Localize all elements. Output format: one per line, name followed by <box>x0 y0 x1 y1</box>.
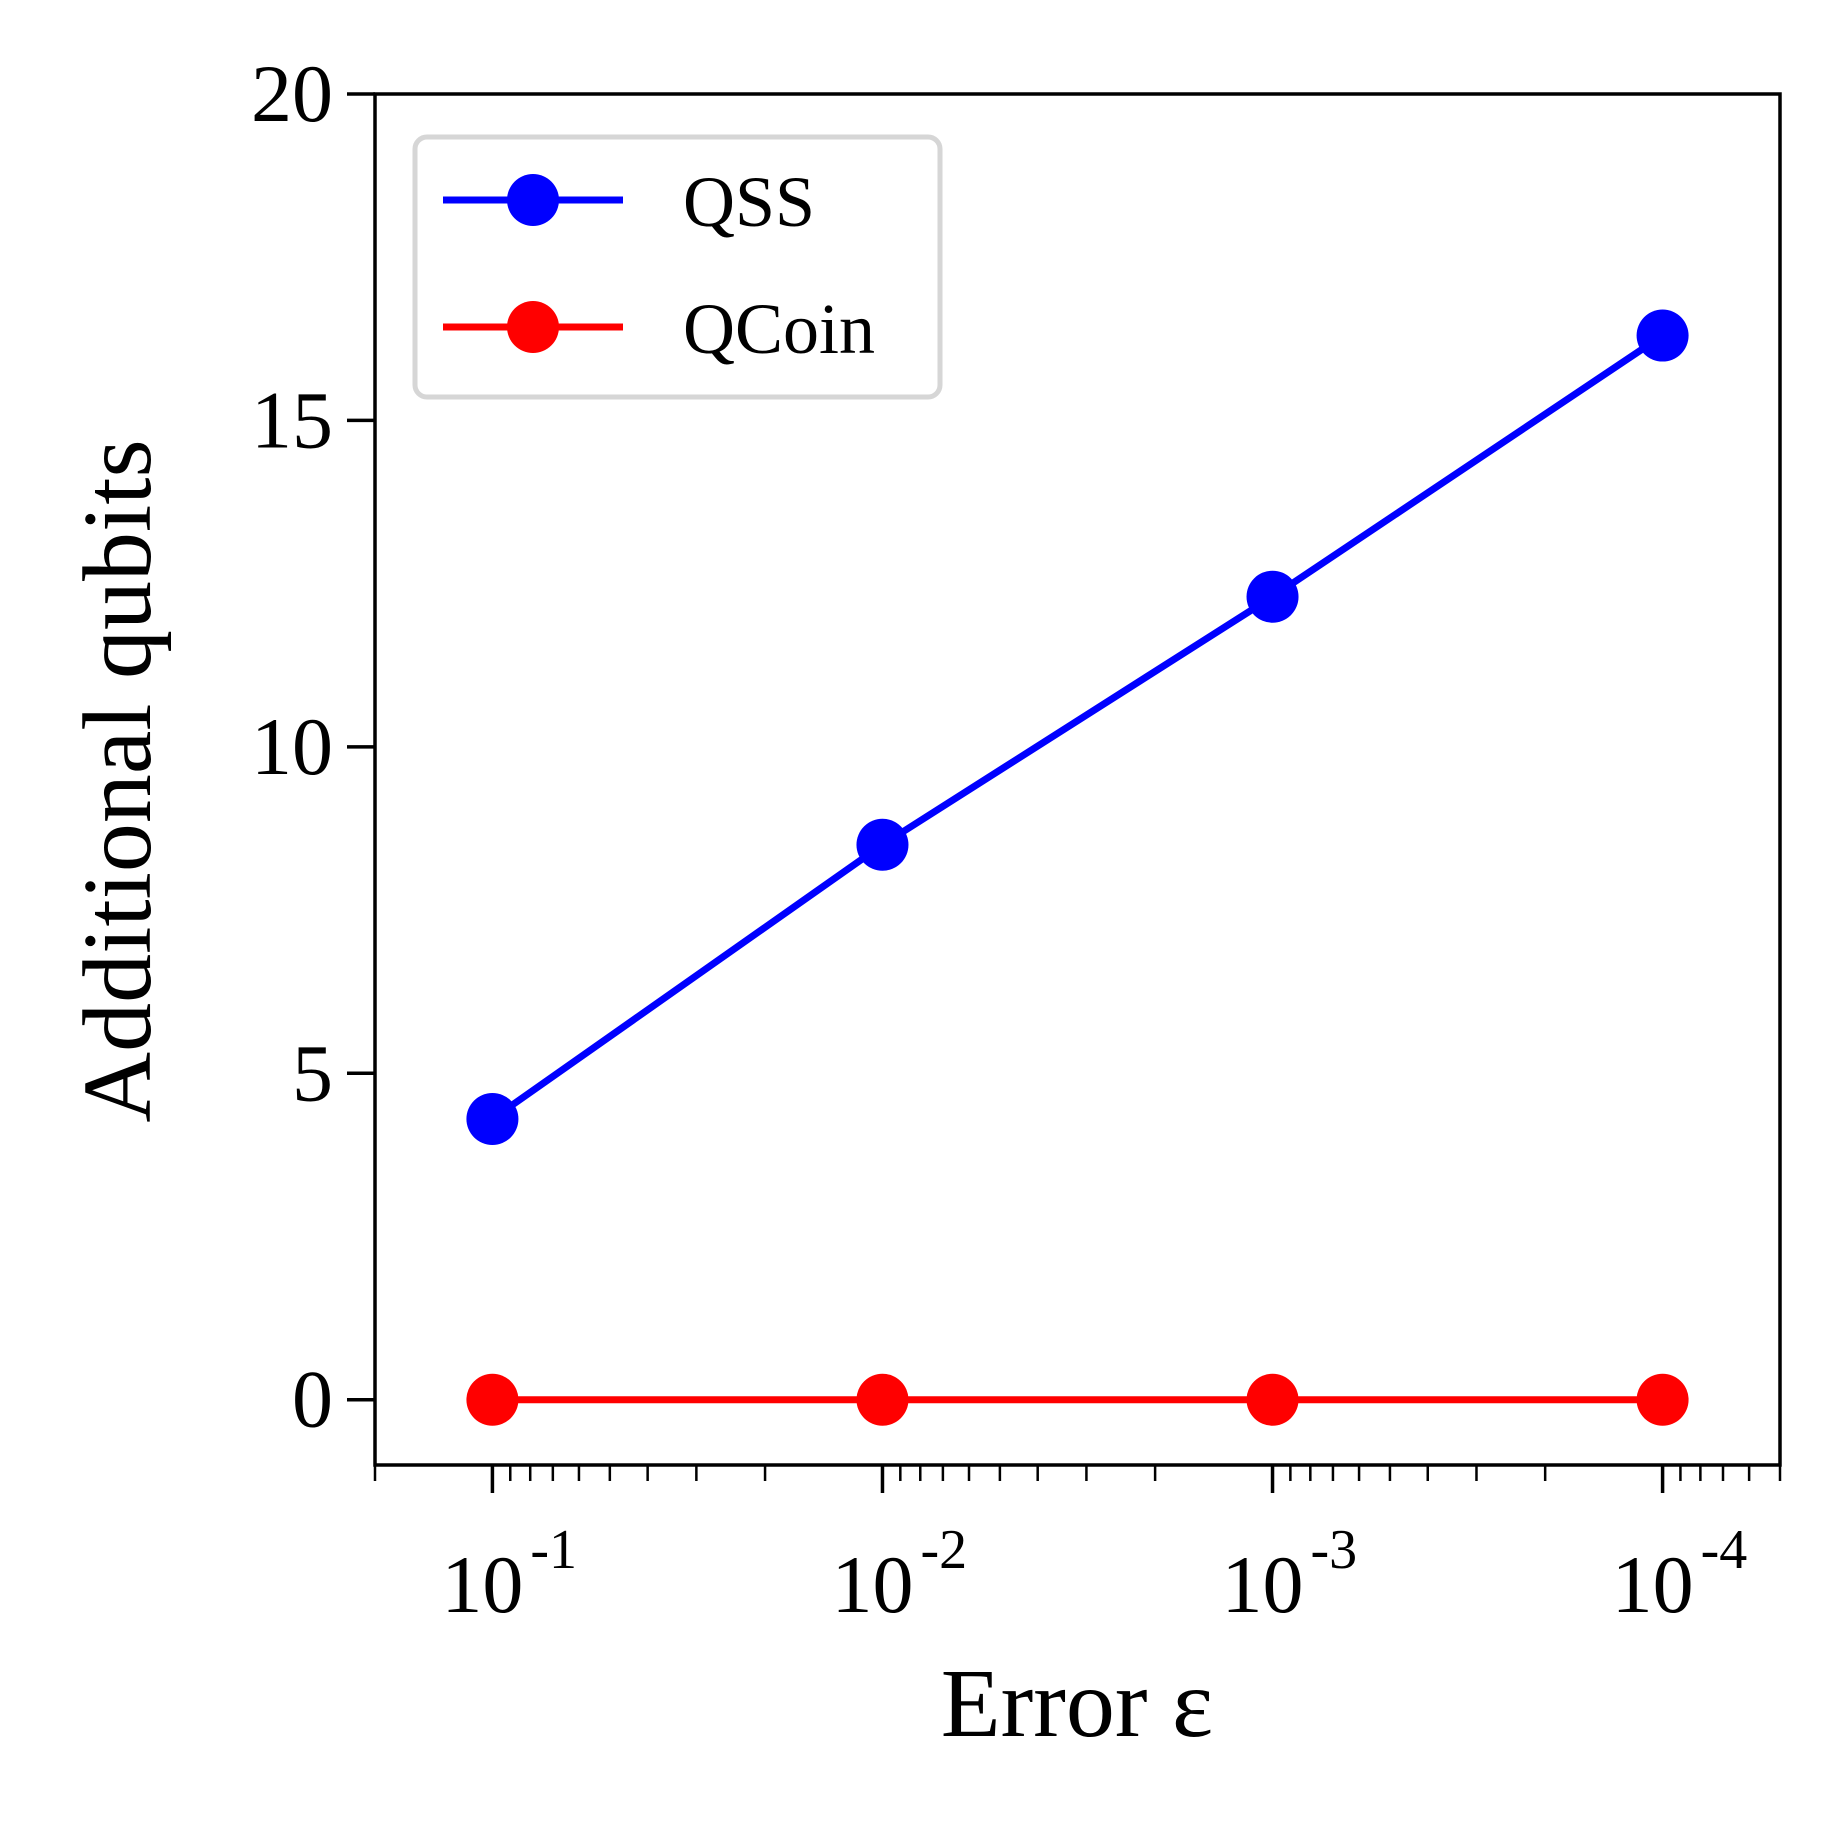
x-tick-exponent: -3 <box>1311 1519 1358 1581</box>
y-axis-label: Additional qubits <box>64 439 172 1122</box>
data-point-qcoin <box>466 1373 519 1426</box>
x-axis-label: Error ε <box>941 1650 1213 1758</box>
legend-label: QSS <box>683 162 815 242</box>
legend-swatch-marker <box>507 174 559 226</box>
data-point-qss <box>1636 309 1689 362</box>
plot-frame <box>373 92 1782 1467</box>
series-layer <box>466 309 1689 1426</box>
legend-label: QCoin <box>683 289 875 369</box>
x-tick-exponent: -1 <box>530 1519 577 1581</box>
legend: QSS QCoin <box>412 134 943 400</box>
data-point-qcoin <box>1636 1373 1689 1426</box>
data-point-qss <box>856 818 909 871</box>
data-point-qcoin <box>856 1373 909 1426</box>
data-point-qss <box>466 1092 519 1145</box>
x-tick-exponent: -2 <box>920 1519 967 1581</box>
series-line-qss <box>490 332 1665 1122</box>
x-tick-label: 10 <box>1222 1539 1304 1630</box>
legend-swatch-marker <box>507 301 559 353</box>
y-tick-label: 10 <box>251 701 333 792</box>
x-tick-label: 10 <box>1612 1539 1694 1630</box>
x-tick-label: 10 <box>441 1539 523 1630</box>
x-tick-exponent: -4 <box>1701 1519 1748 1581</box>
y-tick-label: 5 <box>292 1027 333 1118</box>
data-point-qcoin <box>1246 1373 1299 1426</box>
y-tick-label: 0 <box>292 1354 333 1445</box>
y-tick-label: 20 <box>251 48 333 139</box>
y-tick-label: 15 <box>251 374 333 465</box>
x-tick-label: 10 <box>831 1539 913 1630</box>
data-point-qss <box>1246 570 1299 623</box>
